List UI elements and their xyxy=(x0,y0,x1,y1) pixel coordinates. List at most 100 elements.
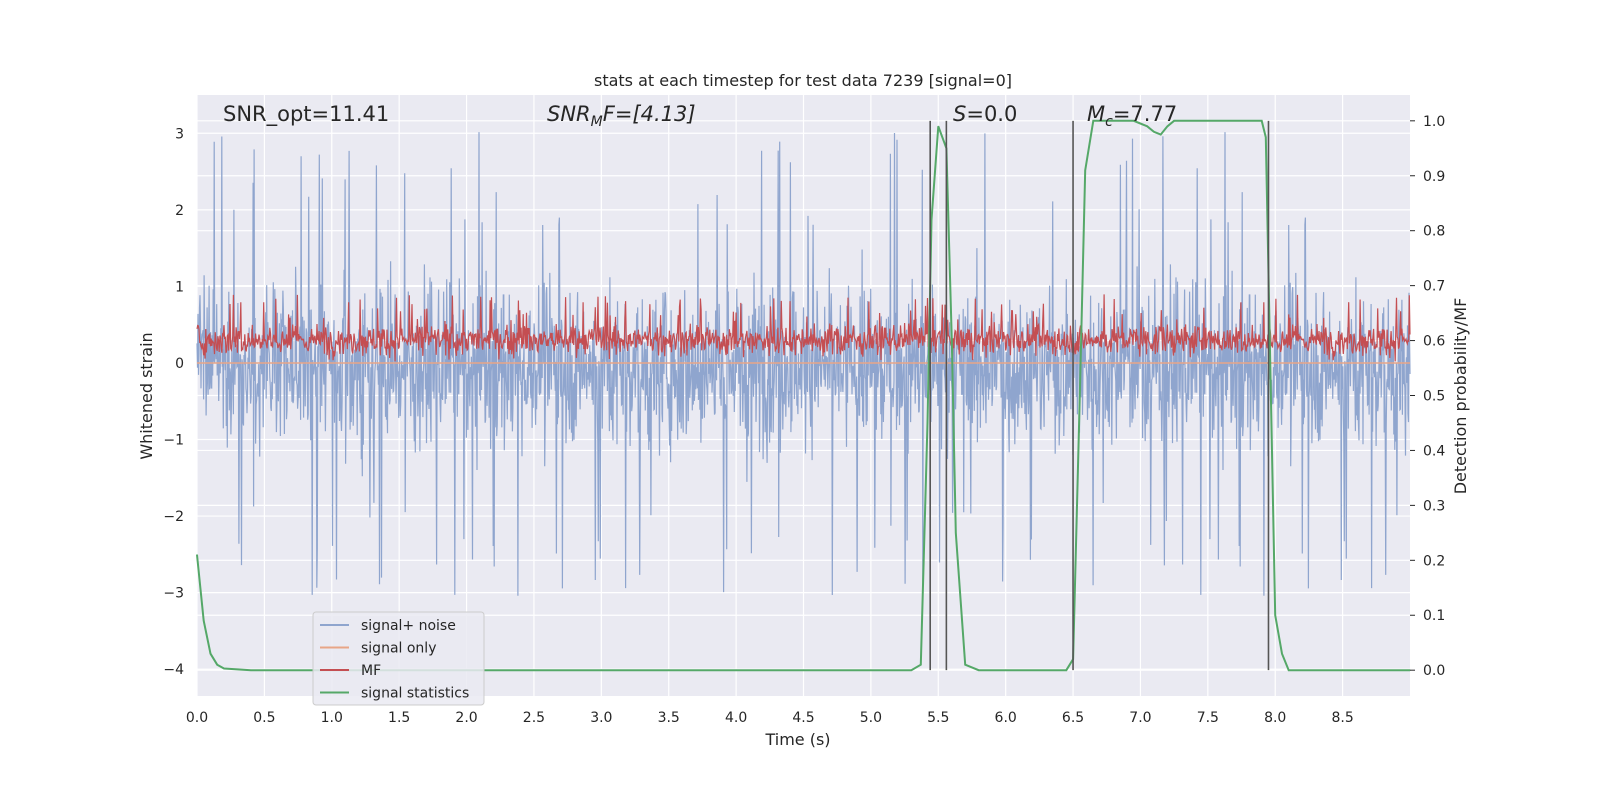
signal-statistics-point xyxy=(1265,136,1267,138)
x-tick-label: 3.0 xyxy=(590,710,612,726)
y-tick-label-right: 0.7 xyxy=(1423,279,1445,295)
vertical-markers xyxy=(929,120,1270,671)
x-tick-label: 4.5 xyxy=(792,710,814,726)
signal-statistics-point xyxy=(735,669,737,671)
x-tick-label: 4.0 xyxy=(725,710,747,726)
y-tick-label-left: 3 xyxy=(175,126,184,142)
signal-statistics-point xyxy=(1133,120,1135,122)
y-tick-label-right: 0.9 xyxy=(1423,169,1445,185)
signal-statistics-point xyxy=(1146,125,1148,127)
y-tick-label-right: 0.2 xyxy=(1423,553,1445,569)
signal-statistics-point xyxy=(250,669,252,671)
x-tick-label: 7.5 xyxy=(1197,710,1219,726)
signal-statistics-point xyxy=(223,667,225,670)
x-tick-label: 3.5 xyxy=(658,710,680,726)
signal-statistics-point xyxy=(1269,340,1271,342)
chart-title: stats at each timestep for test data 723… xyxy=(594,71,1012,90)
y-tick-label-left: −4 xyxy=(163,662,184,678)
mc-suffix: =7.77 xyxy=(1113,102,1177,126)
x-tick-label: 1.5 xyxy=(388,710,410,726)
y-tick-label-left: −1 xyxy=(163,433,184,449)
mc-annotation: Mc=7.77 xyxy=(1087,102,1177,130)
signal-statistics-point xyxy=(1342,669,1344,671)
signal-statistics-point xyxy=(1207,120,1209,122)
signal-statistics-point xyxy=(1079,394,1081,397)
tick-labels: 0.0 0.5 1.0 1.5 2.0 2.5 3.0 3.5 4.0 4.5 5.0 5.5 6.0 6… xyxy=(163,114,1445,726)
snr-mf-annotation: SNRMF=[4.13] xyxy=(547,102,696,130)
series-mf xyxy=(196,294,1411,362)
signal-statistics-point xyxy=(209,653,212,655)
x-tick-label: 2.0 xyxy=(455,710,477,726)
signal-statistics-point xyxy=(910,669,912,671)
legend-label: signal only xyxy=(361,641,436,657)
y-axis-label-right: Detection probability/MF xyxy=(1451,298,1470,495)
s-prefix: S xyxy=(953,102,966,126)
signal-statistics-point xyxy=(1084,169,1086,171)
y-tick-label-right: 0.1 xyxy=(1423,608,1445,624)
x-tick-label: 8.0 xyxy=(1264,710,1286,726)
y-tick-label-left: 0 xyxy=(175,356,184,372)
legend-label: MF xyxy=(361,663,381,679)
signal-statistics-point xyxy=(1173,120,1175,122)
series-signal-noise xyxy=(196,132,1411,598)
y-tick-label-right: 0.3 xyxy=(1423,498,1445,514)
y-tick-label-left: −2 xyxy=(163,509,184,525)
x-tick-label: 6.0 xyxy=(995,710,1017,726)
signal-statistics-point xyxy=(196,554,198,556)
y-axis-label-left: Whitened strain xyxy=(137,332,156,459)
signal-statistics-point xyxy=(978,669,980,671)
legend-label: signal statistics xyxy=(361,686,469,702)
legend-label: signal+ noise xyxy=(361,618,456,634)
signal-statistics-point xyxy=(1288,669,1290,671)
signal-statistics-point xyxy=(1153,131,1155,133)
x-tick-label: 5.0 xyxy=(860,710,882,726)
legend-box xyxy=(312,611,485,706)
grid-lines xyxy=(196,95,1410,696)
mc-prefix: M xyxy=(1087,102,1105,126)
y-tick-label-left: 2 xyxy=(175,203,184,219)
mc-sub: c xyxy=(1105,114,1113,130)
signal-statistics-point xyxy=(1274,614,1276,616)
x-axis-label: Time (s) xyxy=(764,730,830,749)
x-tick-label: 7.0 xyxy=(1129,710,1151,726)
signal-statistics-point xyxy=(926,422,929,424)
y-tick-label-right: 1.0 xyxy=(1423,114,1445,130)
signal-statistics-point xyxy=(964,664,966,666)
x-tick-label: 5.5 xyxy=(927,710,949,726)
y-tick-label-right: 0.4 xyxy=(1423,443,1445,459)
snr-mf-prefix: SNR xyxy=(547,102,591,126)
x-tick-label: 6.5 xyxy=(1062,710,1084,726)
signal-statistics-point xyxy=(920,664,922,666)
signal-statistics-point xyxy=(1281,653,1283,655)
x-tick-label: 8.5 xyxy=(1331,710,1353,726)
signal-statistics-point xyxy=(1112,120,1115,122)
snr-opt-annotation: SNR_opt=11.41 xyxy=(223,102,389,127)
signal-statistics-point xyxy=(1166,125,1168,127)
y-tick-label-left: −3 xyxy=(163,586,184,602)
signal-statistics-point xyxy=(930,219,933,221)
signal-statistics-point xyxy=(216,664,218,666)
s-suffix: =0.0 xyxy=(966,102,1017,126)
signal-statistics-point xyxy=(937,125,939,127)
x-tick-label: 0.0 xyxy=(186,710,208,726)
signal-statistics-point xyxy=(1065,669,1067,671)
y-tick-label-right: 0.6 xyxy=(1423,334,1445,350)
snr-mf-suffix: F=[4.13] xyxy=(603,102,696,126)
y-tick-label-right: 0.8 xyxy=(1423,224,1445,240)
y-tick-label-right: 0.0 xyxy=(1423,663,1445,679)
signal-statistics-point xyxy=(1261,120,1263,122)
s-annotation: S=0.0 xyxy=(953,102,1017,126)
y-tick-label-left: 1 xyxy=(175,279,184,295)
y-tick-label-right: 0.5 xyxy=(1423,389,1445,405)
signal-statistics-point xyxy=(951,340,953,342)
signal-statistics-point xyxy=(1005,669,1007,671)
legend: signal+ noise signal only MF signal statist… xyxy=(312,611,485,706)
signal-statistics-point xyxy=(203,620,205,622)
signal-statistics-point xyxy=(955,532,957,534)
x-tick-label: 1.0 xyxy=(321,710,343,726)
x-tick-label: 0.5 xyxy=(253,710,275,726)
signal-statistics-point xyxy=(1160,134,1162,136)
signal-statistics-point xyxy=(870,669,872,671)
signal-statistics-point xyxy=(1092,120,1094,122)
